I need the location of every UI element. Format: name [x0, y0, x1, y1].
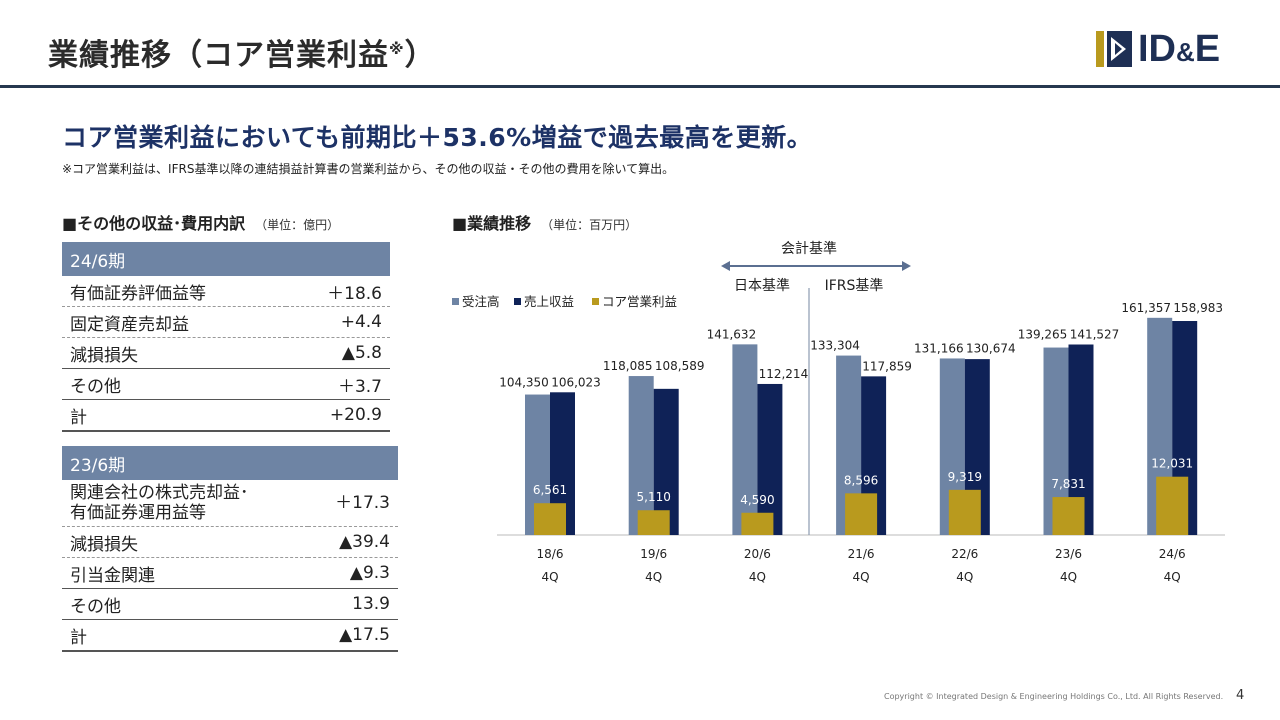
data-label-orders: 133,304 [810, 339, 860, 353]
table-row: 引当金関連 ▲9.3 [62, 557, 398, 589]
data-label-orders: 161,357 [1121, 301, 1171, 315]
x-tick-label: 22/6 [951, 547, 978, 561]
data-label-revenue: 158,983 [1173, 301, 1223, 315]
data-label-revenue: 130,674 [966, 341, 1016, 355]
breakdown-section-title: ■その他の収益･費用内訳 （単位：億円） [62, 214, 340, 233]
table-row-total: 計 +20.9 [62, 399, 390, 432]
table-row: 減損損失 ▲39.4 [62, 526, 398, 558]
data-label-core-profit: 6,561 [533, 483, 567, 497]
data-label-orders: 141,632 [707, 327, 757, 341]
legend-label: コア営業利益 [602, 294, 677, 309]
bar-core-profit [637, 510, 670, 535]
data-label-revenue: 117,859 [862, 359, 912, 373]
table-row: 有価証券評価益等 ＋18.6 [62, 276, 390, 307]
x-tick-sublabel: 4Q [645, 570, 662, 584]
x-tick-label: 24/6 [1159, 547, 1186, 561]
legend-label: 受注高 [462, 294, 500, 309]
ifrs-label: IFRS基準 [825, 277, 884, 294]
data-label-orders: 104,350 [499, 375, 549, 389]
copyright: Copyright © Integrated Design & Engineer… [884, 692, 1224, 701]
data-label-orders: 118,085 [603, 359, 653, 373]
table-row: 固定資産売却益 +4.4 [62, 306, 390, 338]
company-logo: ID&E [1096, 28, 1246, 72]
table-row: 関連会社の株式売却益･ 有価証券運用益等 ＋17.3 [62, 480, 398, 527]
x-tick-sublabel: 4Q [1164, 570, 1181, 584]
breakdown-unit: （単位：億円） [255, 218, 340, 232]
x-tick-sublabel: 4Q [749, 570, 766, 584]
x-tick-label: 21/6 [848, 547, 875, 561]
arrow-head-left [721, 261, 730, 271]
bar-core-profit [1052, 497, 1085, 535]
arrow-head-right [902, 261, 911, 271]
bar-core-profit [534, 503, 566, 535]
breakdown-table-2306: 23/6期 関連会社の株式売却益･ 有価証券運用益等 ＋17.3 減損損失 ▲39.4… [62, 446, 398, 652]
x-tick-label: 18/6 [537, 547, 564, 561]
data-label-revenue: 141,527 [1070, 328, 1120, 342]
x-tick-label: 20/6 [744, 547, 771, 561]
table-row: その他 ＋3.7 [62, 368, 390, 400]
header-divider [0, 85, 1280, 88]
data-label-revenue: 108,589 [655, 359, 705, 373]
period-header: 24/6期 [62, 242, 390, 276]
data-label-core-profit: 7,831 [1051, 477, 1085, 491]
data-label-core-profit: 9,319 [948, 470, 982, 484]
x-tick-sublabel: 4Q [541, 570, 558, 584]
accounting-standard-title: 会計基準 [781, 240, 837, 257]
page-title: 業績推移（コア営業利益※） [48, 38, 436, 73]
x-tick-label: 23/6 [1055, 547, 1082, 561]
headline: コア営業利益においても前期比＋53.6%増益で過去最高を更新。 [62, 123, 813, 152]
data-label-revenue: 112,214 [759, 367, 809, 381]
bar-core-profit [948, 489, 981, 535]
data-label-core-profit: 5,110 [637, 490, 671, 504]
bar-orders [628, 376, 654, 535]
x-tick-sublabel: 4Q [853, 570, 870, 584]
jgaap-label: 日本基準 [734, 277, 790, 294]
logo-mark-icon [1096, 31, 1132, 67]
data-label-core-profit: 12,031 [1151, 457, 1193, 471]
chart-section-title: ■業績推移 （単位：百万円） [452, 214, 638, 233]
legend-label: 売上収益 [524, 294, 574, 309]
data-label-revenue: 106,023 [551, 375, 601, 389]
legend-swatch [514, 298, 521, 305]
breakdown-table-2406: 24/6期 有価証券評価益等 ＋18.6 固定資産売却益 +4.4 減損損失 ▲5.8… [62, 242, 390, 432]
footnote: ※コア営業利益は、IFRS基準以降の連結損益計算書の営業利益から、その他の収益・… [62, 162, 675, 176]
table-row-total: 計 ▲17.5 [62, 619, 398, 652]
x-tick-label: 19/6 [640, 547, 667, 561]
bar-core-profit [1156, 476, 1189, 535]
period-header: 23/6期 [62, 446, 398, 480]
page-number: 4 [1236, 688, 1245, 703]
data-label-core-profit: 8,596 [844, 473, 878, 487]
chart-unit: （単位：百万円） [541, 218, 638, 232]
table-row: 減損損失 ▲5.8 [62, 337, 390, 369]
x-tick-sublabel: 4Q [1060, 570, 1077, 584]
bar-core-profit [845, 493, 878, 535]
legend-swatch [452, 298, 459, 305]
table-row: その他 13.9 [62, 588, 398, 620]
data-label-core-profit: 4,590 [740, 493, 774, 507]
data-label-orders: 139,265 [1018, 328, 1068, 342]
legend-swatch [592, 298, 599, 305]
data-label-orders: 131,166 [914, 341, 964, 355]
bar-orders [732, 344, 758, 535]
bar-revenue [757, 383, 783, 535]
x-tick-sublabel: 4Q [956, 570, 973, 584]
bar-core-profit [741, 512, 774, 535]
